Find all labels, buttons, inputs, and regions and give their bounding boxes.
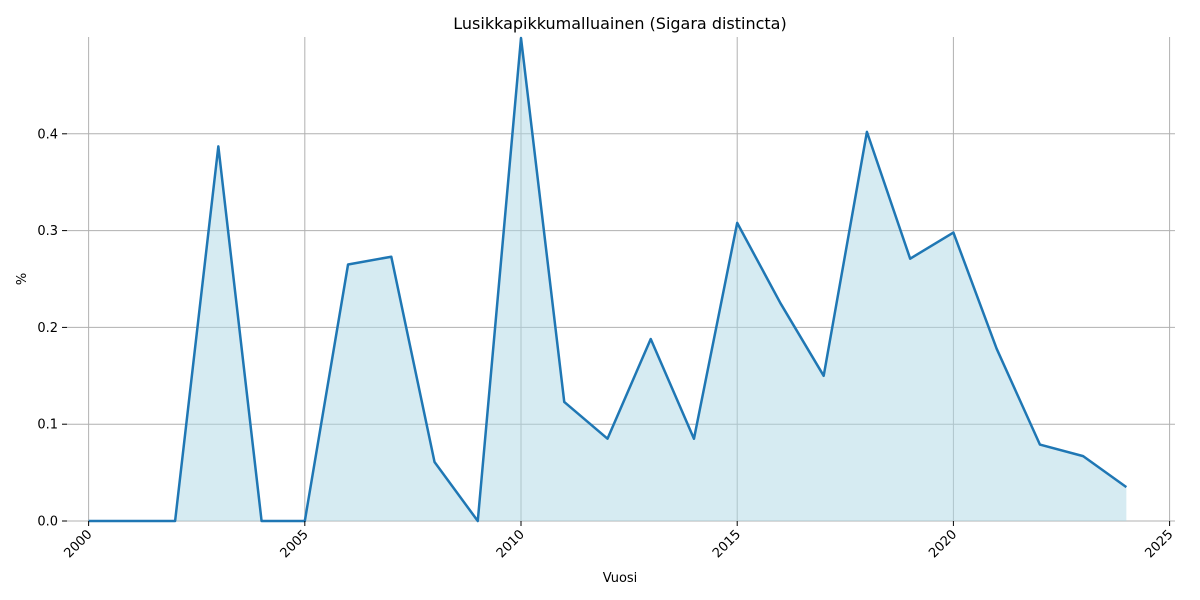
x-tick-label: 2020	[926, 527, 960, 561]
x-axis-label: Vuosi	[603, 571, 638, 586]
y-tick-label: 0.1	[37, 418, 58, 433]
y-tick-label: 0.3	[37, 224, 58, 239]
y-axis-label: %	[15, 273, 30, 285]
x-tick-label: 2000	[61, 527, 95, 561]
chart-title: Lusikkapikkumalluainen (Sigara distincta…	[453, 14, 786, 33]
area-fill	[88, 37, 1127, 521]
y-tick-label: 0.4	[37, 127, 58, 142]
x-tick-label: 2025	[1142, 527, 1176, 561]
y-tick-label: 0.2	[37, 321, 58, 336]
x-tick-label: 2015	[710, 527, 744, 561]
x-tick-label: 2010	[494, 527, 528, 561]
x-tick-label: 2005	[278, 527, 312, 561]
y-tick-label: 0.0	[37, 515, 58, 530]
